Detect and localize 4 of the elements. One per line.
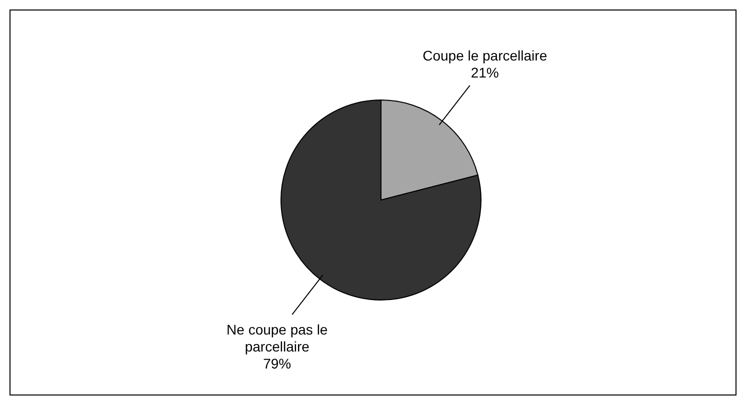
data-label: 21%: [470, 64, 499, 80]
slice-label: Coupe le parcellaire: [422, 47, 548, 64]
slice-label: Ne coupe pas le parcellaire: [226, 322, 328, 355]
data-label: 79%: [263, 356, 292, 372]
